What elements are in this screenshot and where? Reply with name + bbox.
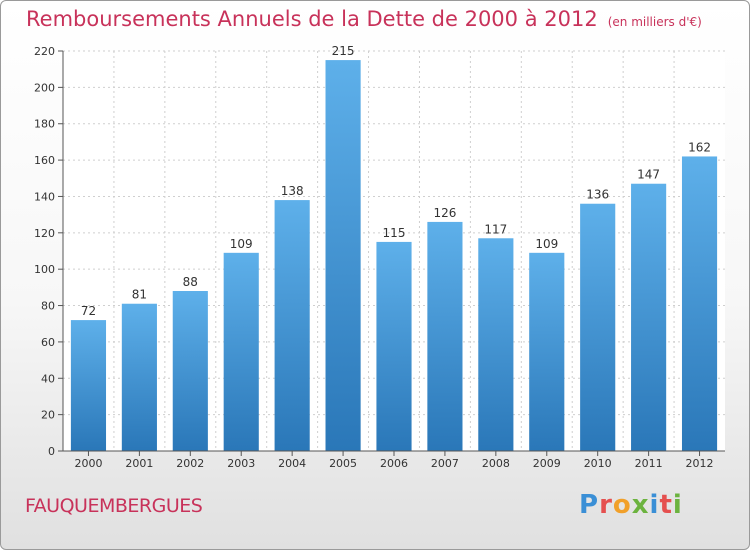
x-tick-label-2008: 2008	[482, 457, 510, 470]
y-tick-label: 160	[34, 154, 55, 167]
value-label-2005: 215	[332, 44, 355, 58]
bar-2003	[223, 252, 259, 451]
bar-2000	[70, 320, 107, 451]
x-tick-label-2000: 2000	[74, 457, 102, 470]
y-tick-label: 0	[48, 445, 55, 458]
y-tick-label: 120	[34, 227, 55, 240]
y-tick-label: 200	[34, 81, 55, 94]
value-label-2006: 115	[383, 226, 406, 240]
logo-letter: t	[659, 490, 673, 520]
bar-2010	[580, 203, 616, 451]
bar-2006	[376, 241, 412, 451]
y-tick-label: 60	[41, 336, 55, 349]
y-tick-label: 20	[41, 409, 55, 422]
value-label-2001: 81	[132, 288, 147, 302]
chart-title: Remboursements Annuels de la Dette de 20…	[26, 7, 702, 31]
y-tick-label: 40	[41, 372, 55, 385]
bar-2005	[325, 60, 361, 451]
logo-letter: x	[631, 490, 650, 520]
value-label-2004: 138	[281, 184, 304, 198]
bar-2008	[478, 238, 514, 451]
x-tick-label-2004: 2004	[278, 457, 306, 470]
bars	[70, 60, 718, 452]
value-label-2012: 162	[688, 140, 711, 154]
x-tick-label-2011: 2011	[635, 457, 663, 470]
value-label-2008: 117	[484, 222, 507, 236]
bar-2012	[681, 156, 718, 452]
logo-letter: i	[672, 490, 683, 520]
y-tick-label: 80	[41, 300, 55, 313]
value-labels: 72 81 88 109 138 215 115 126 117 109 136 147 162	[81, 44, 711, 318]
value-label-2003: 109	[230, 237, 253, 251]
bar-2007	[427, 221, 463, 451]
y-tick-label: 100	[34, 263, 55, 276]
value-label-2000: 72	[81, 304, 96, 318]
y-tick-label: 180	[34, 118, 55, 131]
logo-letter: r	[599, 490, 613, 520]
value-label-2011: 147	[637, 168, 660, 182]
axes: 0 20 40 60 80 100 120 140 160 180 200 220 2000 2001 20…	[34, 45, 725, 470]
x-tick-label-2010: 2010	[584, 457, 612, 470]
value-label-2007: 126	[433, 206, 456, 220]
y-tick-label: 220	[34, 45, 55, 58]
bar-2009	[529, 252, 565, 451]
x-tick-label-2003: 2003	[227, 457, 255, 470]
y-tick-label: 140	[34, 190, 55, 203]
value-label-2010: 136	[586, 188, 609, 202]
x-tick-label-2006: 2006	[380, 457, 408, 470]
x-tick-label-2001: 2001	[125, 457, 153, 470]
town-name: FAUQUEMBERGUES	[25, 495, 203, 517]
x-tick-label-2002: 2002	[176, 457, 204, 470]
x-tick-label-2009: 2009	[533, 457, 561, 470]
chart-unit: (en milliers d'€)	[607, 15, 702, 29]
chart-title-text: Remboursements Annuels de la Dette de 20…	[26, 7, 598, 31]
value-label-2002: 88	[183, 275, 198, 289]
x-tick-label-2012: 2012	[686, 457, 714, 470]
value-label-2009: 109	[535, 237, 558, 251]
proxiti-logo: Proxiti	[579, 490, 683, 520]
bar-2004	[274, 200, 310, 451]
x-tick-label-2005: 2005	[329, 457, 357, 470]
bar-2001	[121, 303, 157, 451]
logo-letter: o	[612, 490, 632, 520]
bar-2002	[172, 291, 208, 451]
logo-letter: i	[649, 490, 660, 520]
bar-2011	[631, 183, 667, 451]
logo-letter: P	[579, 490, 600, 520]
x-tick-label-2007: 2007	[431, 457, 459, 470]
